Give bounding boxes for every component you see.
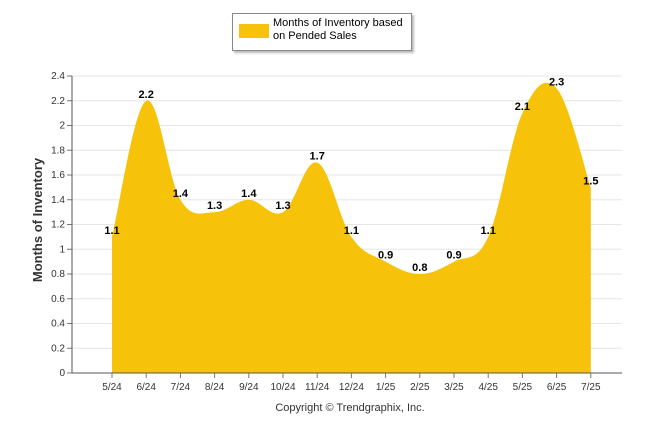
data-labels: 1.1 2.2 1.4 1.3 1.4 1.3 1.7 1.1 0.9 0.8 0.9 1.1 2.1 2… — [104, 76, 598, 274]
y-tick-label: 2.2 — [51, 96, 65, 107]
data-label: 1.3 — [207, 200, 222, 212]
data-label: 1.4 — [241, 188, 257, 200]
y-tick-label: 0.2 — [51, 343, 65, 354]
y-tick-label: 0.6 — [51, 294, 65, 305]
x-tick-label: 8/24 — [205, 382, 225, 393]
x-tick-label: 11/24 — [305, 382, 330, 393]
x-tick-label: 9/24 — [239, 382, 259, 393]
data-label: 1.3 — [275, 200, 290, 212]
data-label: 1.5 — [583, 175, 598, 187]
legend-swatch — [239, 24, 269, 38]
x-axis: 5/24 6/24 7/24 8/24 9/24 10/24 11/24 12/24 1/25 2… — [102, 373, 601, 393]
y-tick-label: 1.6 — [51, 170, 65, 181]
data-label: 2.3 — [549, 76, 564, 88]
x-tick-label: 7/24 — [171, 382, 191, 393]
data-label: 1.4 — [173, 188, 189, 200]
data-label: 1.1 — [344, 225, 359, 237]
x-tick-label: 6/25 — [547, 382, 567, 393]
x-tick-label: 10/24 — [270, 382, 295, 393]
data-label: 1.1 — [104, 225, 119, 237]
data-label: 2.2 — [139, 89, 154, 101]
data-label: 0.9 — [446, 250, 461, 262]
y-tick-label: 1.8 — [51, 145, 65, 156]
y-tick-label: 0 — [59, 368, 65, 379]
y-tick-label: 1 — [59, 244, 65, 255]
x-tick-label: 12/24 — [339, 382, 364, 393]
data-label: 0.9 — [378, 250, 393, 262]
y-tick-label: 1.2 — [51, 220, 65, 231]
area-fill — [112, 82, 591, 374]
x-tick-label: 6/24 — [136, 382, 156, 393]
x-tick-label: 2/25 — [410, 382, 430, 393]
x-tick-label: 3/25 — [444, 382, 464, 393]
x-tick-label: 4/25 — [478, 382, 498, 393]
copyright-text: Copyright © Trendgraphix, Inc. — [275, 402, 425, 414]
y-tick-label: 1.4 — [51, 195, 65, 206]
y-tick-label: 0.4 — [51, 319, 65, 330]
data-label: 1.1 — [481, 225, 496, 237]
y-axis-title: Months of Inventory — [30, 157, 45, 282]
y-tick-label: 2.4 — [51, 71, 65, 82]
x-tick-label: 5/24 — [102, 382, 122, 393]
y-axis: 0 0.2 0.4 0.6 0.8 1 1.2 1.4 1.6 1.8 2 2.2 2.4 — [51, 71, 622, 379]
y-tick-label: 2 — [59, 121, 65, 132]
data-label: 1.7 — [310, 151, 325, 163]
data-label: 0.8 — [412, 262, 427, 274]
x-tick-label: 5/25 — [513, 382, 533, 393]
legend: Months of Inventory based on Pended Sale… — [232, 13, 412, 51]
x-tick-label: 7/25 — [581, 382, 601, 393]
area-series — [112, 82, 591, 374]
x-tick-label: 1/25 — [376, 382, 396, 393]
data-label: 2.1 — [515, 101, 530, 113]
legend-label: Months of Inventory based on Pended Sale… — [273, 17, 403, 42]
y-tick-label: 0.8 — [51, 269, 65, 280]
